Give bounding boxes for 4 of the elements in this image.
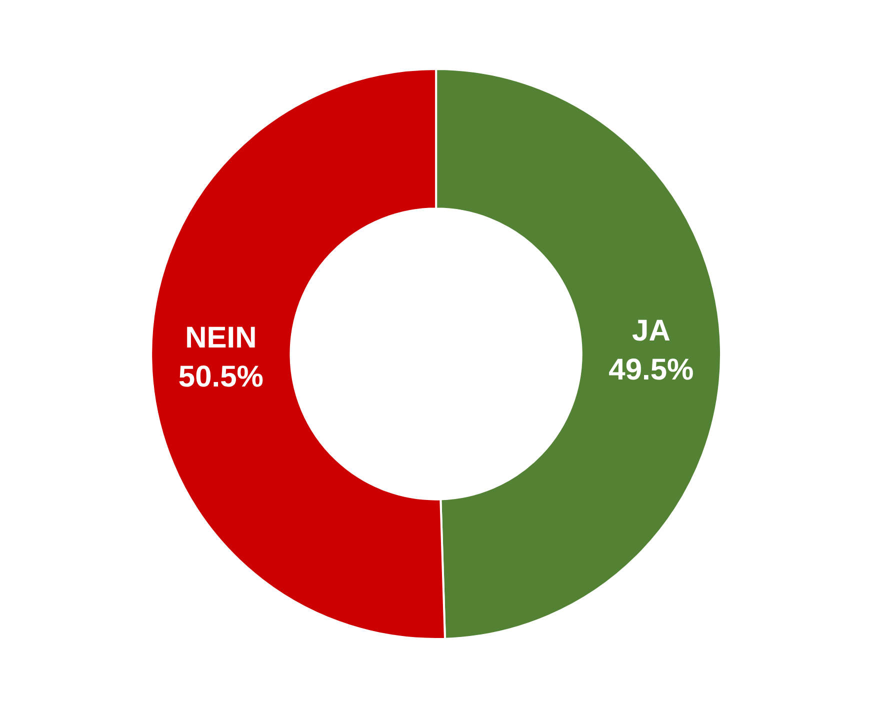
data-label: 50.5% — [178, 360, 264, 394]
data-label: 49.5% — [608, 354, 694, 387]
slice-label: NEIN — [185, 321, 257, 354]
slice-label: JA — [632, 314, 670, 348]
